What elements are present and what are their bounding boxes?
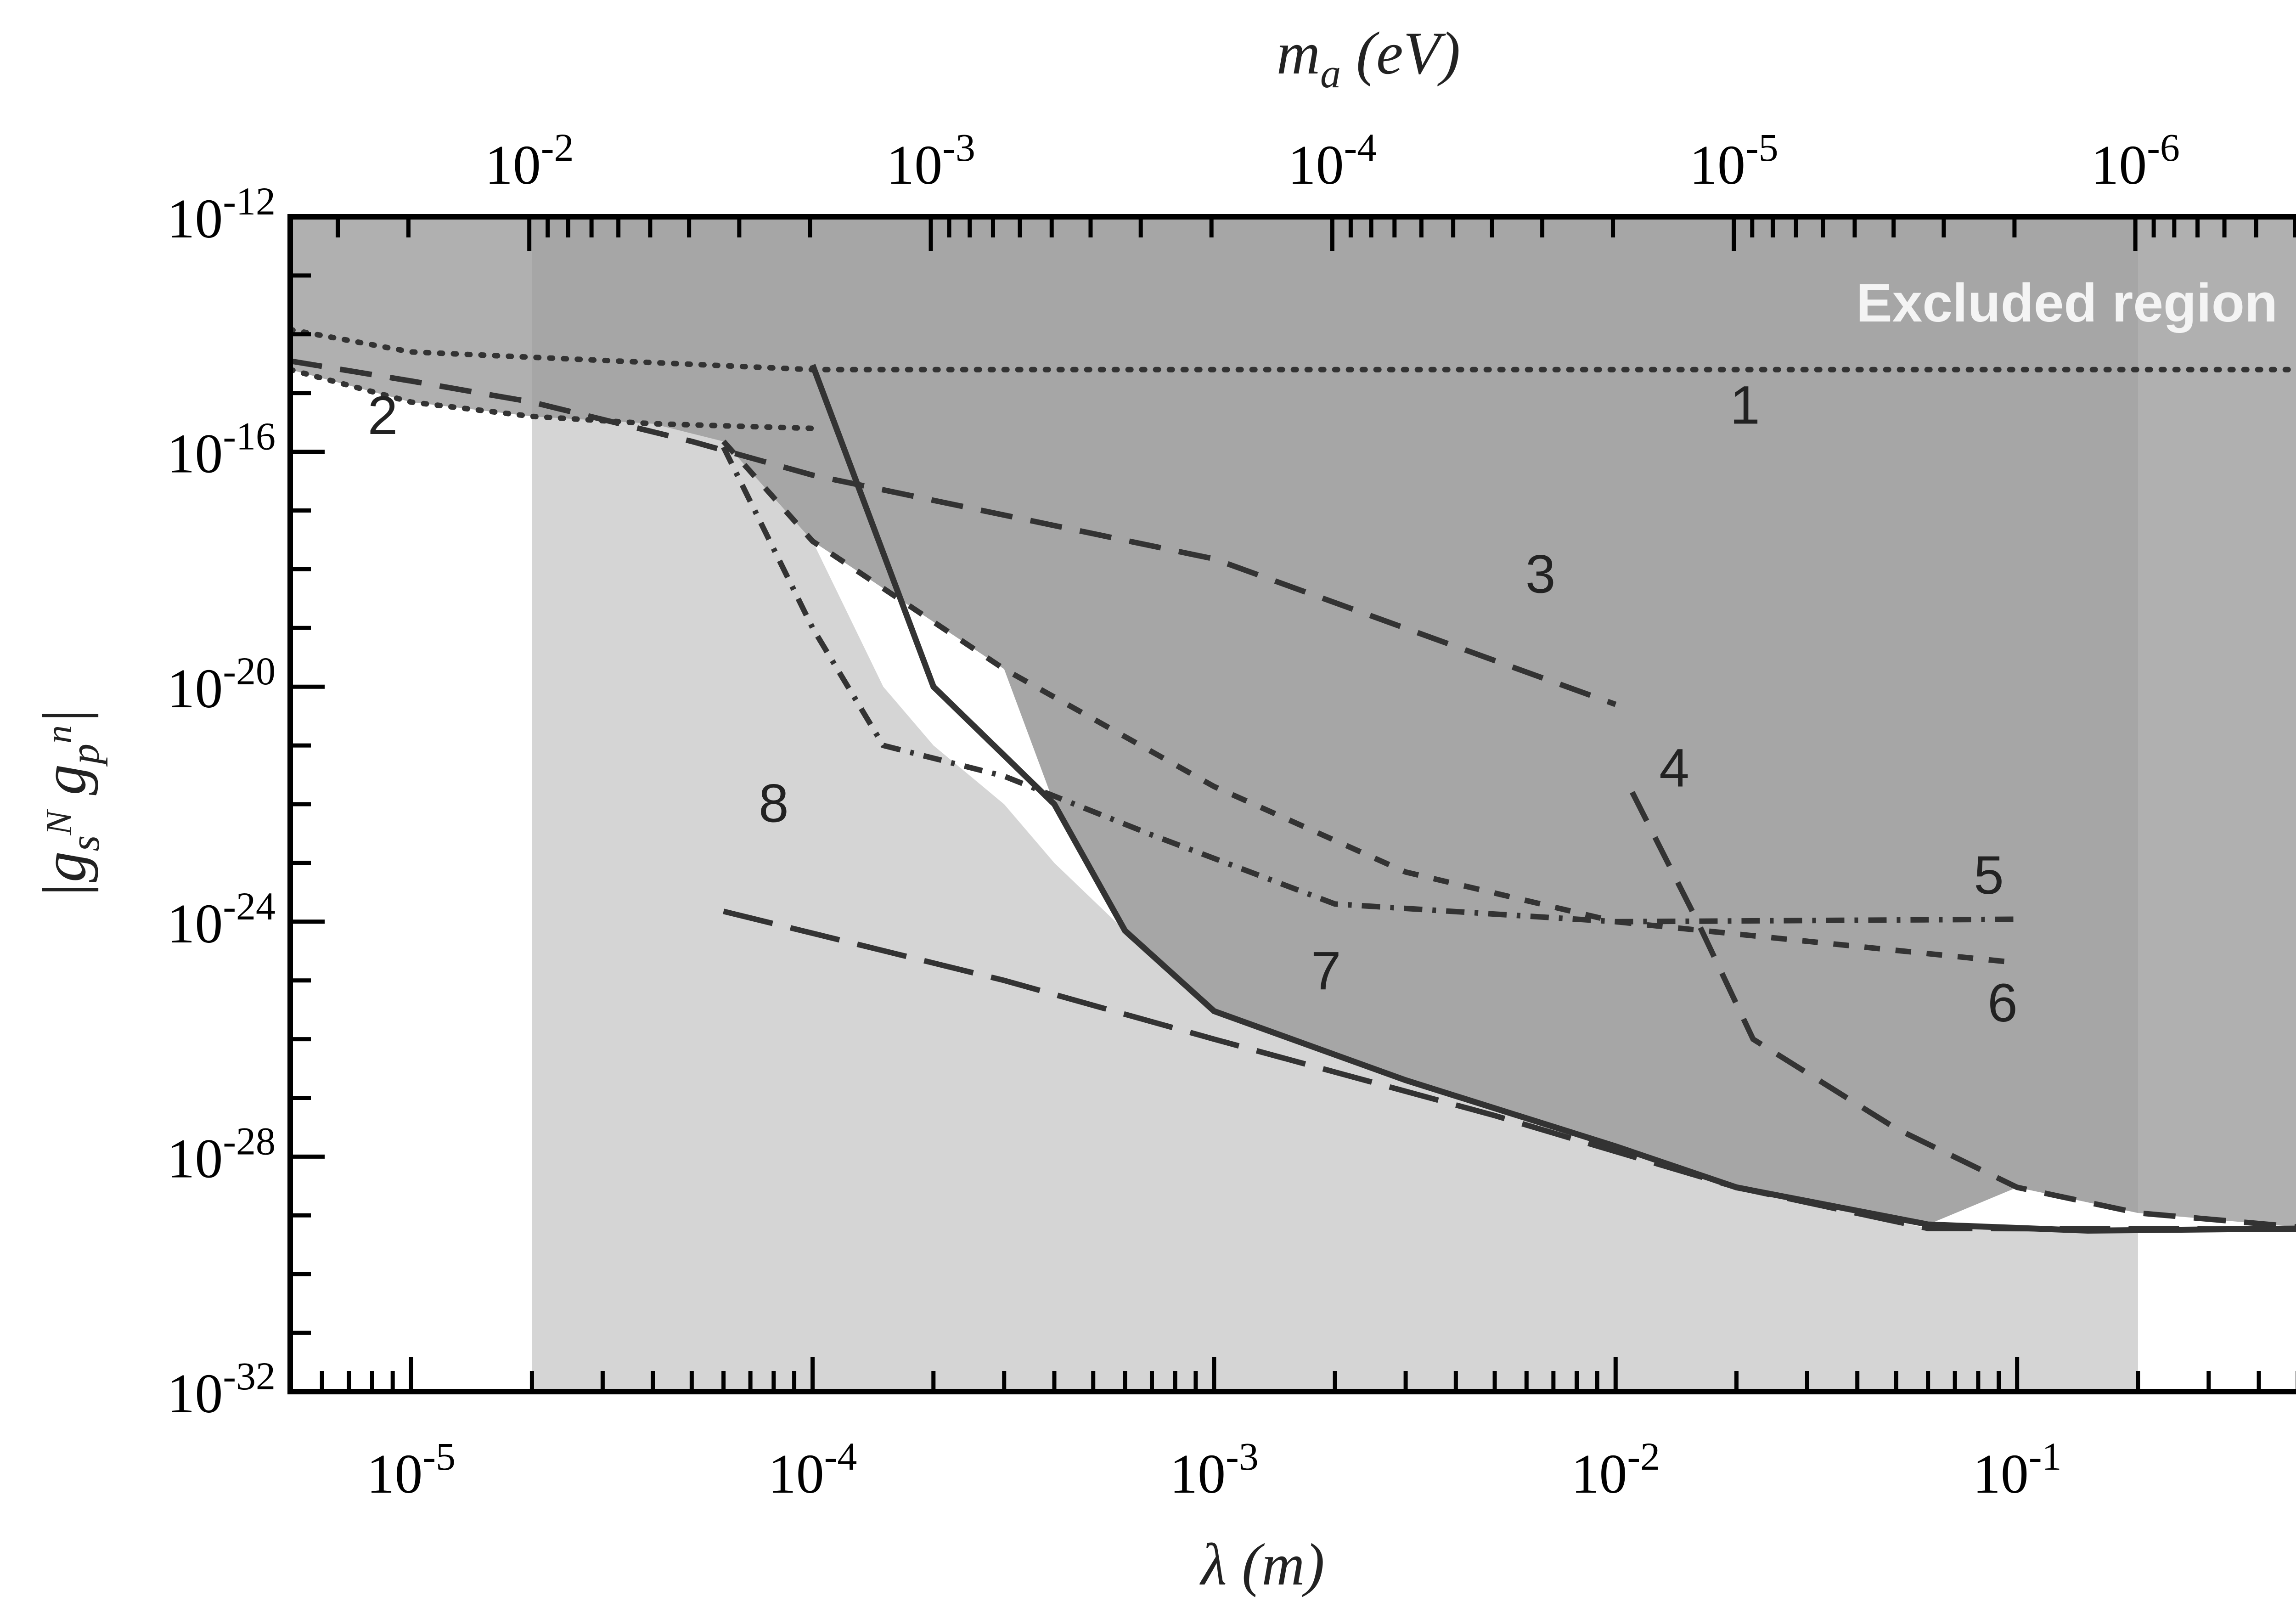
- y-tick-label: 10-12: [167, 179, 276, 250]
- top-tick-label: 10-5: [1689, 125, 1778, 196]
- x-tick-label: 10-1: [1973, 1434, 2062, 1505]
- series-7-line: [810, 364, 2296, 1234]
- series-3-label: 3: [1525, 544, 1556, 604]
- series-6-label: 6: [1987, 973, 2018, 1033]
- series-1-label: 1: [1730, 375, 1760, 436]
- series-8-line: [723, 908, 2296, 1232]
- y-tick-label: 10-24: [167, 884, 276, 955]
- x-tick-label: 10-5: [366, 1434, 456, 1505]
- top-tick-label: 10-6: [2091, 125, 2180, 196]
- tick-layer: [290, 214, 2296, 1394]
- top-tick-label: 10-4: [1288, 125, 1377, 196]
- series-3-line: [290, 358, 1617, 707]
- series-2-label: 2: [368, 385, 398, 446]
- excluded-region-label: Excluded region: [1856, 273, 2278, 333]
- series-2-line: [287, 367, 816, 431]
- y-axis-label: |gsN gpn|: [30, 708, 108, 899]
- x-tick-label: 10-4: [768, 1434, 857, 1505]
- series-7-label: 7: [1311, 941, 1341, 1002]
- x-axis-label: λ (m): [1199, 1532, 1324, 1598]
- series-4-label: 4: [1659, 738, 1689, 798]
- series-5-line: [721, 445, 2017, 925]
- top-axis-label: ma (eV): [1277, 19, 1460, 96]
- y-tick-label: 10-32: [167, 1354, 276, 1425]
- top-tick-label: 10-3: [886, 125, 975, 196]
- series-6-line: [721, 440, 2018, 966]
- series-8-label: 8: [759, 773, 789, 834]
- curve-layer: [287, 327, 2296, 1234]
- plot-frame: [287, 214, 2296, 1394]
- region-layer: [290, 217, 2296, 1392]
- y-tick-label: 10-16: [167, 414, 276, 485]
- series-5-label: 5: [1974, 845, 2004, 906]
- y-tick-label: 10-28: [167, 1119, 276, 1190]
- y-tick-label: 10-20: [167, 649, 276, 720]
- label-layer: 10-5 10-4 10-3 10-2 10-1 10-2 10-3 10-4 10-5 10-6…: [30, 19, 2180, 1505]
- x-tick-label: 10-2: [1571, 1434, 1660, 1505]
- projected-region: [532, 416, 2138, 1392]
- x-tick-label: 10-3: [1170, 1434, 1259, 1505]
- top-tick-label: 10-2: [485, 125, 574, 196]
- excluded-region-inner: [532, 217, 2138, 1225]
